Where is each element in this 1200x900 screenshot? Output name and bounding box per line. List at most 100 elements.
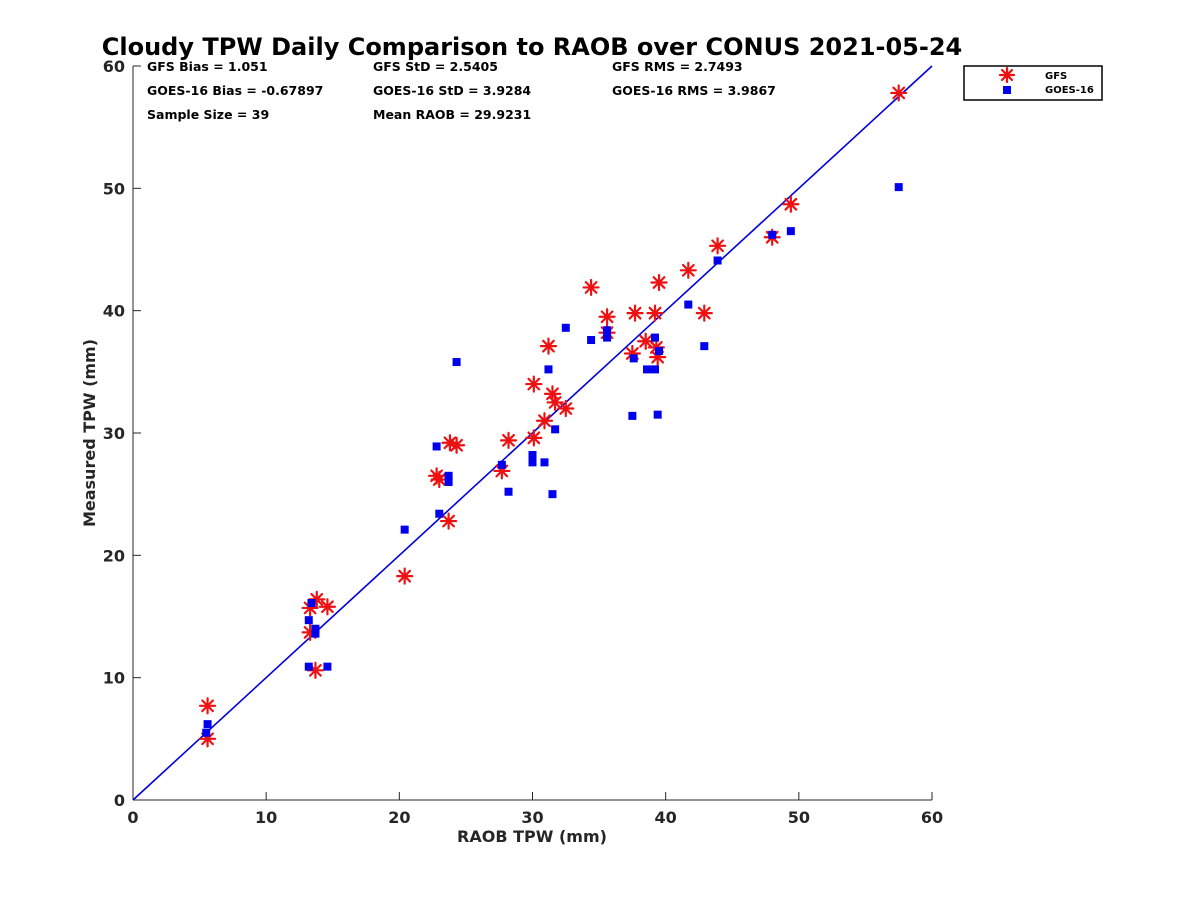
- goes-16-point: [311, 624, 320, 633]
- gfs-point: [198, 697, 217, 715]
- x-tick-label: 0: [127, 808, 138, 827]
- one-to-one-line: [132, 65, 933, 801]
- stat-gfs-bias: GFS Bias = 1.051: [147, 59, 268, 74]
- legend-label-gfs: GFS: [1045, 71, 1067, 82]
- x-tick-label: 20: [388, 808, 410, 827]
- y-tick-label: 60: [103, 57, 125, 76]
- gfs-point: [582, 278, 600, 297]
- goes-16-point: [551, 425, 560, 434]
- gfs-point: [637, 332, 655, 350]
- goes-16-point: [311, 629, 320, 638]
- legend-gfs-asterisk: [998, 66, 1016, 84]
- goes-16-point: [540, 458, 549, 467]
- y-tick-label: 50: [103, 179, 125, 198]
- goes-16-point: [307, 599, 316, 608]
- gfs-point: [646, 304, 664, 322]
- goes-16-point: [323, 662, 332, 671]
- stat-goes-std: GOES-16 StD = 3.9284: [373, 83, 531, 98]
- gfs-point: [890, 84, 908, 102]
- axes: 0 10 20 30 40 50 60 0 10 20 30 40 50 60: [103, 57, 943, 827]
- gfs-point: [539, 337, 558, 355]
- gfs-point: [396, 567, 414, 585]
- goes-16-point: [561, 323, 570, 332]
- goes-16-point: [587, 336, 596, 345]
- stat-gfs-std: GFS StD = 2.5405: [373, 59, 498, 74]
- goes-16-point: [400, 525, 409, 534]
- stats-panel: GFS Bias = 1.051 GOES-16 Bias = -0.67897…: [147, 59, 776, 122]
- goes-16-point: [713, 256, 722, 265]
- x-tick-label: 40: [655, 808, 677, 827]
- goes-16-point: [528, 451, 537, 460]
- y-tick-label: 0: [114, 791, 125, 810]
- goes-16-point: [452, 358, 461, 367]
- goes-16-point: [894, 183, 903, 192]
- goes-16-point: [786, 227, 795, 236]
- goes-16-point: [768, 230, 777, 239]
- y-axis-label: Measured TPW (mm): [80, 339, 99, 527]
- goes-16-point: [655, 347, 664, 356]
- gfs-point: [318, 598, 337, 616]
- legend-marker-gfs: [998, 66, 1016, 84]
- gfs-point: [440, 512, 458, 530]
- goes-16-point: [202, 728, 211, 737]
- gfs-point: [679, 261, 697, 279]
- gfs-point: [499, 431, 518, 449]
- gfs-point: [535, 412, 554, 430]
- goes-16-point: [203, 720, 212, 729]
- goes-16-point: [643, 365, 652, 374]
- goes-16-point: [603, 333, 612, 342]
- y-tick-label: 30: [103, 424, 125, 443]
- goes-16-point: [629, 354, 638, 363]
- goes-16-point: [304, 662, 313, 671]
- gfs-point: [525, 375, 543, 393]
- stat-gfs-rms: GFS RMS = 2.7493: [612, 59, 743, 74]
- legend-box: [963, 65, 1103, 101]
- goes-16-point: [432, 442, 441, 451]
- goes-16-point: [651, 333, 660, 342]
- gfs-point: [525, 429, 543, 447]
- goes-16-point: [497, 460, 506, 469]
- reference-line: [132, 65, 933, 801]
- stat-mean-raob: Mean RAOB = 29.9231: [373, 107, 531, 122]
- goes-16-point: [544, 365, 553, 374]
- y-tick-label: 40: [103, 302, 125, 321]
- x-axis-label: RAOB TPW (mm): [457, 827, 607, 846]
- y-tick-label: 20: [103, 546, 125, 565]
- series-goes-16: [202, 183, 903, 737]
- goes-16-point: [628, 411, 637, 420]
- x-tick-label: 30: [521, 808, 543, 827]
- gfs-point: [650, 273, 668, 292]
- goes-16-point: [700, 342, 709, 351]
- goes-16-point: [504, 487, 513, 496]
- gfs-point: [598, 308, 616, 326]
- x-tick-label: 50: [788, 808, 810, 827]
- gfs-point: [447, 436, 466, 454]
- legend: GFS GOES-16: [963, 65, 1103, 101]
- series-gfs: [198, 84, 908, 748]
- goes-16-point: [444, 477, 453, 486]
- legend-label-goes-16: GOES-16: [1045, 85, 1094, 96]
- gfs-point: [430, 470, 448, 489]
- goes-16-point: [651, 365, 660, 374]
- legend-goes-16-square: [1003, 86, 1011, 94]
- stat-goes-bias: GOES-16 Bias = -0.67897: [147, 83, 323, 98]
- goes-16-point: [548, 490, 557, 499]
- goes-16-point: [304, 616, 313, 625]
- stat-goes-rms: GOES-16 RMS = 3.9867: [612, 83, 776, 98]
- goes-16-point: [528, 458, 537, 467]
- goes-16-point: [444, 471, 453, 480]
- stat-sample-size: Sample Size = 39: [147, 107, 269, 122]
- data-points: [198, 84, 908, 748]
- x-tick-label: 60: [921, 808, 943, 827]
- chart-title: Cloudy TPW Daily Comparison to RAOB over…: [102, 33, 962, 61]
- goes-16-point: [603, 326, 612, 335]
- gfs-point: [557, 399, 575, 418]
- y-tick-label: 10: [103, 669, 125, 688]
- gfs-point: [709, 237, 727, 255]
- gfs-point: [782, 195, 800, 213]
- gfs-point: [626, 304, 644, 322]
- gfs-point: [695, 304, 713, 322]
- legend-marker-goes-16: [1003, 86, 1011, 94]
- goes-16-point: [653, 410, 662, 419]
- goes-16-point: [435, 509, 444, 518]
